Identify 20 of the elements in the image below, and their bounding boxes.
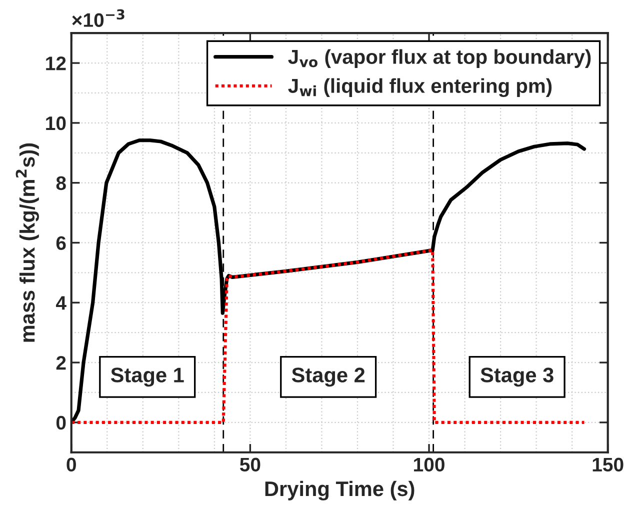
x-tick-label: 0 [66, 458, 76, 472]
legend-label: J$_{vo}$ (vapor flux at top boundary) [288, 49, 591, 68]
y-tick-label: 10 [46, 116, 66, 130]
x-tick-label: 150 [592, 458, 624, 472]
text: ×10$^{−3}$ [72, 9, 124, 27]
x-axis-title: Drying Time (s) [265, 480, 414, 500]
y-tick-label: 0 [56, 416, 66, 430]
x-tick-label: 100 [414, 458, 444, 472]
y-tick-label: 6 [56, 236, 66, 250]
y-axis-title: mass flux (kg/(m$^{2}$s)) [16, 143, 39, 342]
y-tick-label: 8 [56, 176, 66, 190]
annotation: Stage 3 [480, 368, 554, 387]
x-tick-label: 50 [240, 458, 260, 472]
y-tick-label: 2 [56, 356, 66, 370]
annotation: Stage 1 [110, 368, 184, 387]
legend-label: J$_{wi}$ (liquid flux entering pm) [288, 78, 552, 98]
y-tick-label: 4 [56, 296, 66, 310]
y-tick-label: 12 [46, 56, 66, 70]
annotation: Stage 2 [292, 368, 365, 387]
line-series [71, 248, 586, 424]
